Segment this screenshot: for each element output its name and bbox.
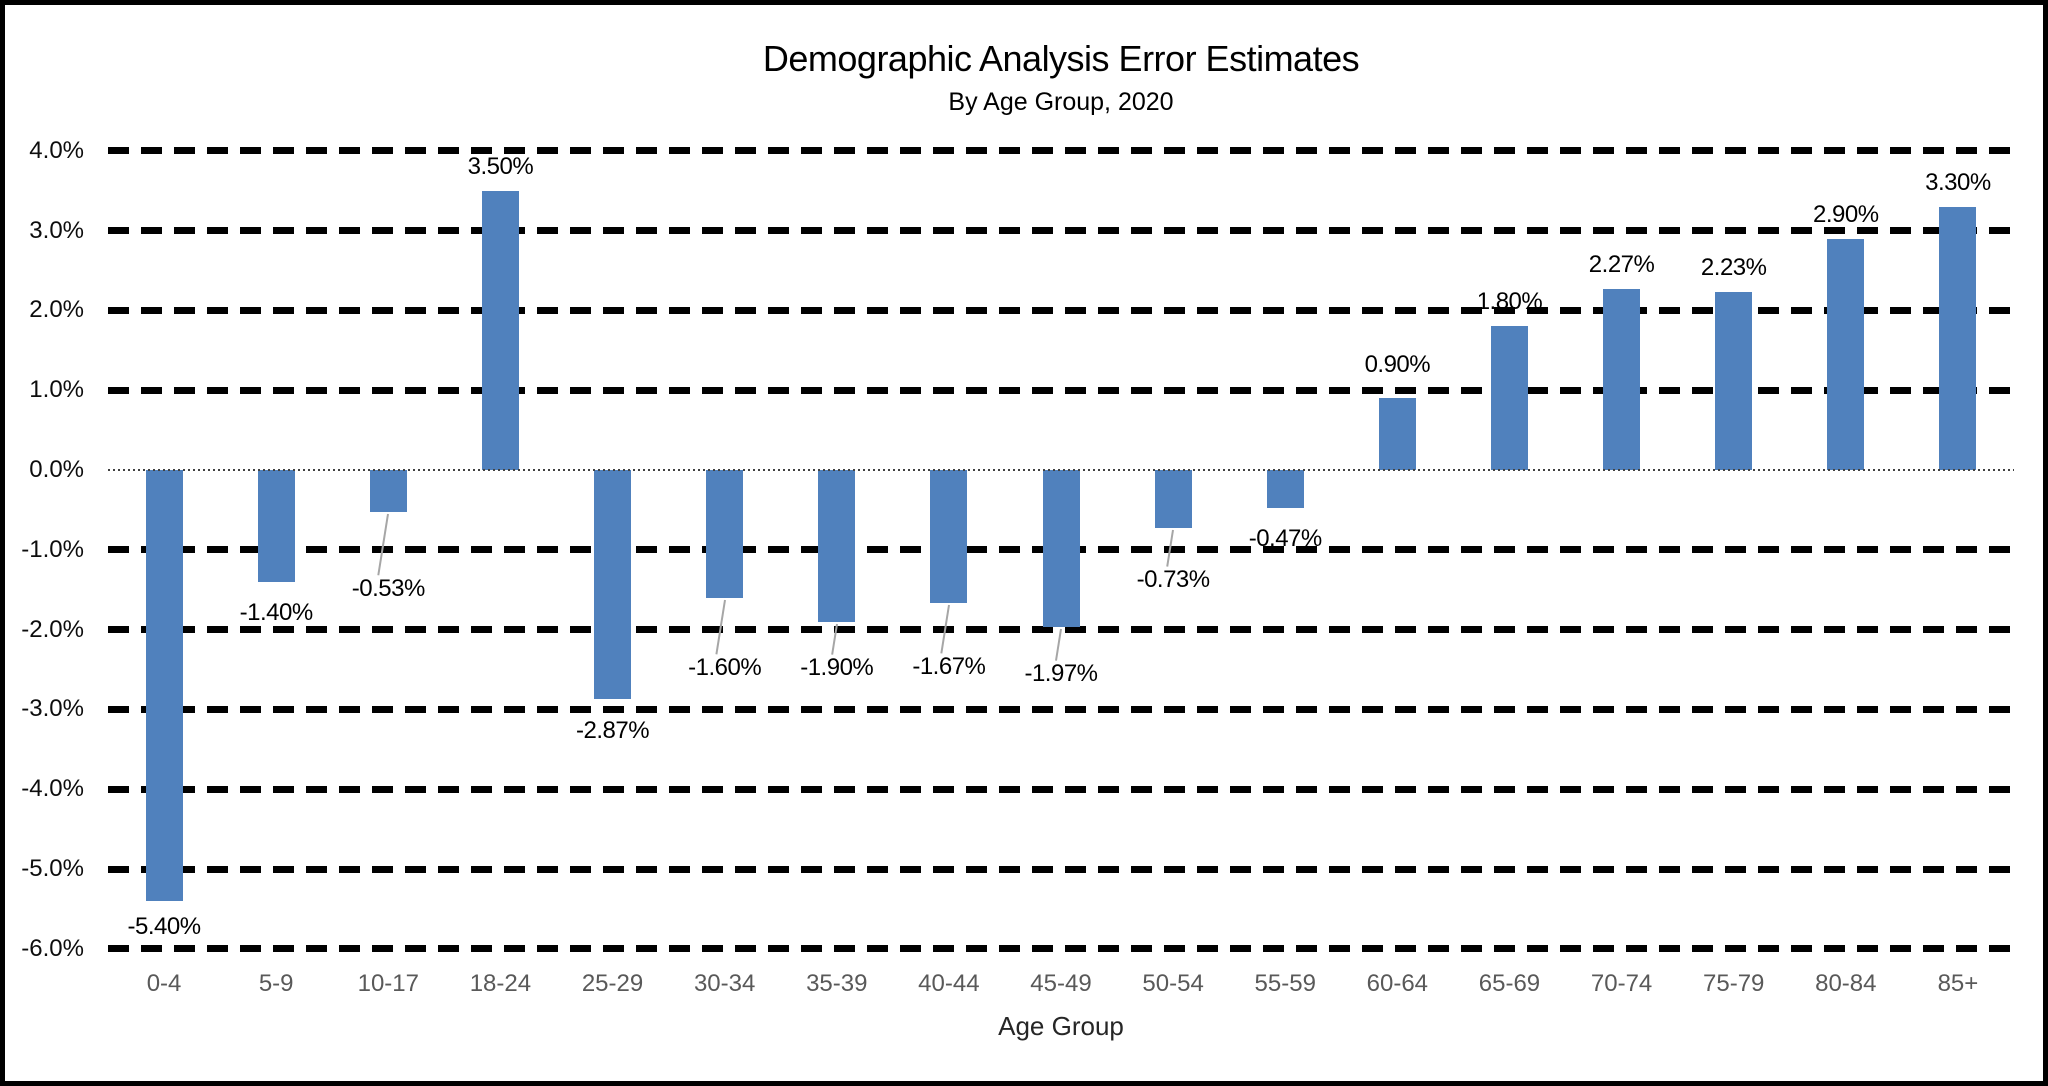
bar xyxy=(706,470,744,598)
y-tick-label: -1.0% xyxy=(21,535,84,563)
y-tick-label: -2.0% xyxy=(21,615,84,643)
bar-value-label: -1.60% xyxy=(688,653,762,681)
gridline xyxy=(108,306,2014,314)
x-tick-label: 55-59 xyxy=(1254,970,1316,997)
y-tick-label: -5.0% xyxy=(21,855,84,882)
x-axis-title: Age Group xyxy=(998,1011,1124,1041)
x-tick-label: 75-79 xyxy=(1703,970,1765,997)
bar-value-label: 2.27% xyxy=(1588,250,1655,278)
bar-value-label: -1.97% xyxy=(1024,660,1098,688)
bar-value-label: 2.23% xyxy=(1700,254,1767,282)
bar xyxy=(1603,288,1641,470)
x-tick-label: 50-54 xyxy=(1142,970,1204,997)
x-tick-label: 5-9 xyxy=(258,970,294,997)
x-tick-label: 35-39 xyxy=(806,970,868,997)
bar xyxy=(1490,326,1528,470)
x-tick-label: 0-4 xyxy=(146,970,182,997)
x-tick-label: 18-24 xyxy=(469,970,532,997)
y-tick-label: -4.0% xyxy=(21,775,84,803)
chart-subtitle: By Age Group, 2020 xyxy=(948,88,1174,116)
bar-value-label: 3.50% xyxy=(467,152,534,180)
bar xyxy=(1154,470,1192,529)
chart-title: Demographic Analysis Error Estimates xyxy=(762,38,1360,79)
bar-value-label: 1.80% xyxy=(1476,288,1543,316)
bar xyxy=(1266,470,1304,508)
bar xyxy=(594,470,632,700)
bar xyxy=(1378,398,1416,470)
gridline xyxy=(108,945,2014,953)
bar-value-label: -1.67% xyxy=(912,653,986,681)
gridline xyxy=(108,865,2014,873)
leader-line xyxy=(377,514,390,576)
bar-value-label: -0.53% xyxy=(351,575,426,603)
y-tick-label: 2.0% xyxy=(29,296,84,324)
bar-value-label: 2.90% xyxy=(1813,200,1879,228)
x-tick-label: 40-44 xyxy=(918,970,980,997)
x-tick-label: 30-34 xyxy=(693,970,756,997)
x-tick-label: 10-17 xyxy=(357,970,419,997)
bar xyxy=(369,470,407,513)
bar xyxy=(145,470,183,901)
bar xyxy=(257,470,295,582)
bar-value-label: 0.90% xyxy=(1364,351,1431,379)
y-tick-label: 0.0% xyxy=(29,456,84,483)
x-tick-label: 65-69 xyxy=(1478,970,1541,997)
bar-value-label: -0.73% xyxy=(1136,566,1211,594)
gridline xyxy=(108,785,2014,793)
bar xyxy=(1939,206,1977,470)
gridline xyxy=(108,705,2014,713)
x-tick-label: 80-84 xyxy=(1815,970,1877,997)
x-tick-label: 85+ xyxy=(1937,970,1979,997)
gridline xyxy=(108,147,2014,155)
bar-value-label: -5.40% xyxy=(127,912,202,940)
x-tick-label: 25-29 xyxy=(581,970,644,997)
bar xyxy=(1042,470,1080,628)
bar-value-label: -2.87% xyxy=(575,717,650,745)
x-tick-label: 45-49 xyxy=(1030,970,1092,997)
bar xyxy=(930,470,968,604)
zero-line xyxy=(108,469,2014,471)
bar-value-label: -1.40% xyxy=(239,598,314,626)
bar xyxy=(818,470,856,622)
x-tick-label: 70-74 xyxy=(1590,970,1653,997)
y-tick-label: -3.0% xyxy=(21,695,84,723)
bar xyxy=(1827,238,1865,470)
y-tick-label: 3.0% xyxy=(29,216,84,244)
bar xyxy=(481,190,519,470)
bar xyxy=(1715,292,1753,470)
bar-value-label: 3.30% xyxy=(1925,168,1991,196)
leader-line xyxy=(1055,629,1062,661)
gridline xyxy=(108,227,2014,235)
bar-value-label: -0.47% xyxy=(1248,524,1323,552)
y-tick-label: -6.0% xyxy=(21,934,84,962)
y-tick-label: 1.0% xyxy=(29,376,84,404)
y-tick-label: 4.0% xyxy=(29,136,84,164)
x-tick-label: 60-64 xyxy=(1366,970,1429,997)
bar-value-label: -1.90% xyxy=(800,653,874,681)
gridline xyxy=(108,386,2014,394)
